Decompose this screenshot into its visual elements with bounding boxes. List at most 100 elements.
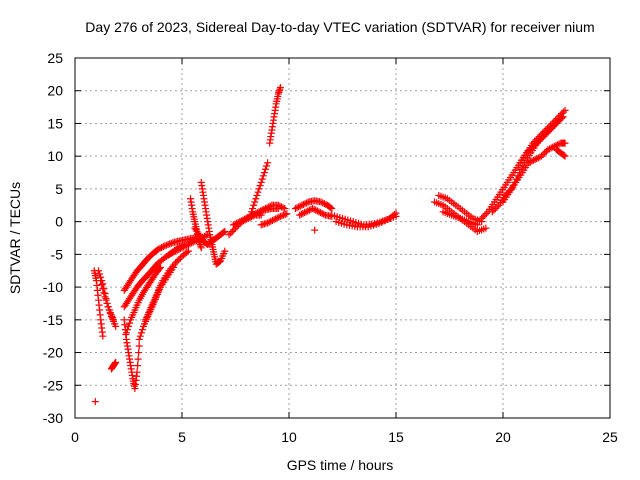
data-point <box>265 203 273 211</box>
data-point <box>260 169 268 177</box>
data-series-arc-15 <box>191 224 229 249</box>
data-point <box>545 126 553 134</box>
data-point <box>99 285 107 293</box>
data-point <box>156 265 164 273</box>
data-point <box>261 165 269 173</box>
y-tick-label: -25 <box>43 377 63 393</box>
data-point <box>267 217 275 225</box>
data-point <box>279 204 287 212</box>
data-point <box>281 210 289 218</box>
data-point <box>525 159 533 167</box>
data-point <box>246 211 254 219</box>
data-point <box>253 191 261 199</box>
data-point <box>559 113 567 121</box>
data-point <box>257 178 265 186</box>
data-point <box>253 209 261 217</box>
data-point <box>319 199 327 207</box>
data-point <box>251 198 259 206</box>
data-series-arc-4 <box>107 358 120 373</box>
data-point <box>310 205 318 213</box>
data-point <box>318 209 326 217</box>
data-point <box>291 205 299 213</box>
data-series-arc-11 <box>142 247 192 324</box>
data-point <box>176 254 184 262</box>
data-series-arc-21 <box>257 210 291 229</box>
data-point <box>183 248 191 256</box>
y-tick-label: 15 <box>47 115 63 131</box>
y-tick-label: -20 <box>43 345 63 361</box>
data-point <box>539 133 547 141</box>
data-point <box>95 267 103 275</box>
data-point <box>270 216 278 224</box>
data-point <box>531 155 539 163</box>
data-point <box>100 289 108 297</box>
data-point <box>256 182 264 190</box>
data-point <box>534 154 542 162</box>
data-series-arc-24 <box>311 226 319 234</box>
data-point <box>164 241 172 249</box>
data-point <box>543 128 551 136</box>
data-point <box>281 205 289 213</box>
data-point <box>104 303 112 311</box>
data-point <box>524 147 532 155</box>
data-point <box>541 149 549 157</box>
data-point <box>302 208 310 216</box>
data-point <box>259 172 267 180</box>
data-point <box>133 368 141 376</box>
data-point <box>135 349 143 357</box>
data-point <box>239 216 247 224</box>
data-point <box>473 221 481 229</box>
data-point <box>561 152 569 160</box>
data-point <box>122 329 130 337</box>
data-point <box>283 210 291 218</box>
data-series-arc-9 <box>122 263 165 337</box>
data-point <box>529 142 537 150</box>
grid-lines <box>75 58 610 418</box>
data-point <box>275 213 283 221</box>
data-point <box>537 134 545 142</box>
data-point <box>97 277 105 285</box>
data-point <box>327 204 335 212</box>
data-point <box>276 83 284 91</box>
data-point <box>162 241 170 249</box>
data-series-arc-34 <box>553 146 569 160</box>
data-point <box>184 247 192 255</box>
data-point <box>175 256 183 264</box>
data-point <box>268 216 276 224</box>
data-point <box>231 220 239 228</box>
data-point <box>481 211 489 219</box>
data-point <box>272 215 280 223</box>
data-point <box>99 332 107 340</box>
data-point <box>303 199 311 207</box>
chart-title: Day 276 of 2023, Sidereal Day-to-day VTE… <box>85 19 594 35</box>
data-point <box>550 121 558 129</box>
data-point <box>221 247 229 255</box>
data-point <box>266 202 274 210</box>
data-point <box>544 146 552 154</box>
data-point <box>479 213 487 221</box>
data-point <box>320 200 328 208</box>
y-tick-label: 25 <box>47 50 63 66</box>
data-point <box>546 145 554 153</box>
data-point <box>225 231 233 239</box>
data-point <box>539 151 547 159</box>
data-point <box>280 211 288 219</box>
data-point <box>529 156 537 164</box>
data-point <box>535 136 543 144</box>
data-point <box>184 241 192 249</box>
data-point <box>490 206 498 214</box>
data-point <box>263 162 271 170</box>
data-point <box>551 119 559 127</box>
data-point <box>258 175 266 183</box>
data-series-arc-1 <box>90 267 107 340</box>
data-point <box>534 137 542 145</box>
y-tick-label: -10 <box>43 279 63 295</box>
data-point <box>172 259 180 267</box>
data-point <box>309 205 317 213</box>
data-point <box>558 114 566 122</box>
data-point <box>263 204 271 212</box>
data-point <box>328 205 336 213</box>
data-point <box>186 240 194 248</box>
data-point <box>138 326 146 334</box>
